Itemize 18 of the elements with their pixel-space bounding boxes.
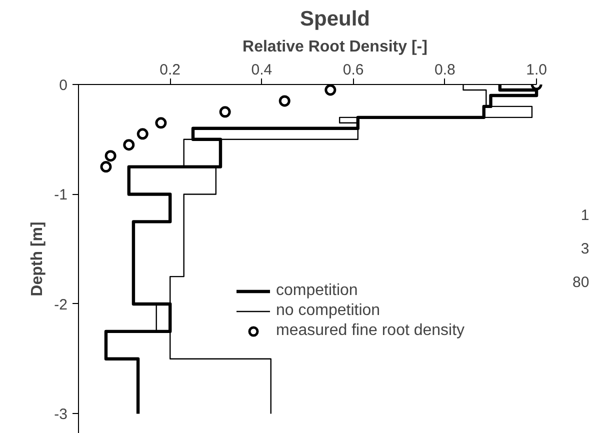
x-tick-label: 0.6 (342, 62, 364, 78)
x-axis-title: Relative Root Density [-] (242, 38, 428, 56)
legend-label: measured fine root density (276, 321, 465, 341)
legend-label: no competition (276, 301, 380, 321)
text: 3 (580, 240, 590, 258)
text: 1 (580, 206, 590, 224)
y-tick-label: 0 (59, 77, 68, 94)
legend-label: competition (276, 281, 358, 301)
y-axis-title: Depth [m] (29, 222, 46, 296)
x-tick-label: 0.8 (434, 62, 456, 78)
text: 80 (572, 274, 590, 291)
x-tick-label: 0.4 (251, 62, 272, 78)
y-tick-label: -3 (54, 406, 68, 424)
x-tick-label: 0.2 (160, 62, 181, 78)
y-tick-label: -2 (54, 296, 68, 314)
x-tick-label: 1.0 (526, 62, 547, 78)
chart-title: Speuld (300, 8, 370, 30)
y-tick-label: -1 (54, 186, 68, 204)
